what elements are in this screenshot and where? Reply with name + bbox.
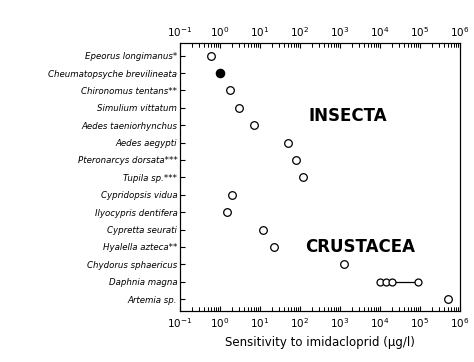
Text: INSECTA: INSECTA: [309, 108, 387, 126]
Text: CRUSTACEA: CRUSTACEA: [305, 238, 415, 256]
X-axis label: Sensitivity to imidacloprid (μg/l): Sensitivity to imidacloprid (μg/l): [225, 336, 415, 349]
